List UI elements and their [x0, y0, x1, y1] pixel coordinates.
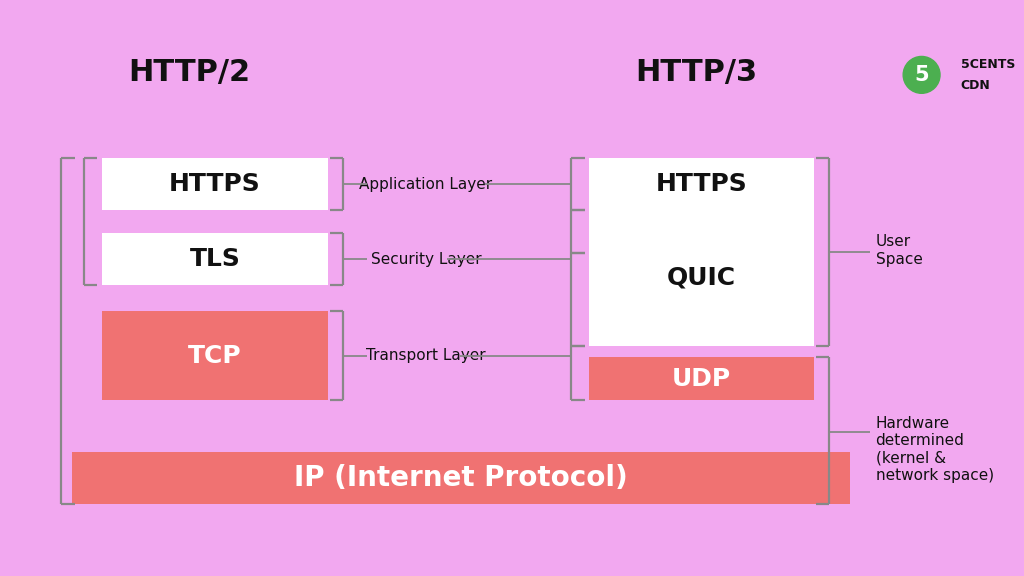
- FancyBboxPatch shape: [72, 452, 850, 504]
- FancyBboxPatch shape: [102, 158, 328, 210]
- Text: Transport Layer: Transport Layer: [367, 348, 485, 363]
- Text: HTTP/3: HTTP/3: [635, 58, 758, 86]
- Text: HTTPS: HTTPS: [655, 172, 748, 196]
- Ellipse shape: [903, 56, 940, 93]
- FancyBboxPatch shape: [102, 311, 328, 400]
- Text: TCP: TCP: [188, 344, 242, 367]
- Text: QUIC: QUIC: [667, 266, 736, 290]
- Text: Hardware
determined
(kernel &
network space): Hardware determined (kernel & network sp…: [876, 416, 993, 483]
- Text: IP (Internet Protocol): IP (Internet Protocol): [294, 464, 628, 492]
- Text: Security Layer: Security Layer: [371, 252, 481, 267]
- Text: 5: 5: [914, 65, 929, 85]
- Text: 5CENTS: 5CENTS: [961, 58, 1015, 71]
- Text: HTTPS: HTTPS: [169, 172, 261, 196]
- FancyBboxPatch shape: [102, 233, 328, 285]
- Text: TLS: TLS: [189, 247, 241, 271]
- Text: User
Space: User Space: [876, 234, 923, 267]
- Text: HTTP/2: HTTP/2: [128, 58, 251, 86]
- FancyBboxPatch shape: [589, 357, 814, 400]
- Text: UDP: UDP: [672, 367, 731, 391]
- Text: CDN: CDN: [961, 79, 990, 92]
- FancyBboxPatch shape: [589, 158, 814, 210]
- Text: Application Layer: Application Layer: [359, 177, 493, 192]
- FancyBboxPatch shape: [589, 210, 814, 346]
